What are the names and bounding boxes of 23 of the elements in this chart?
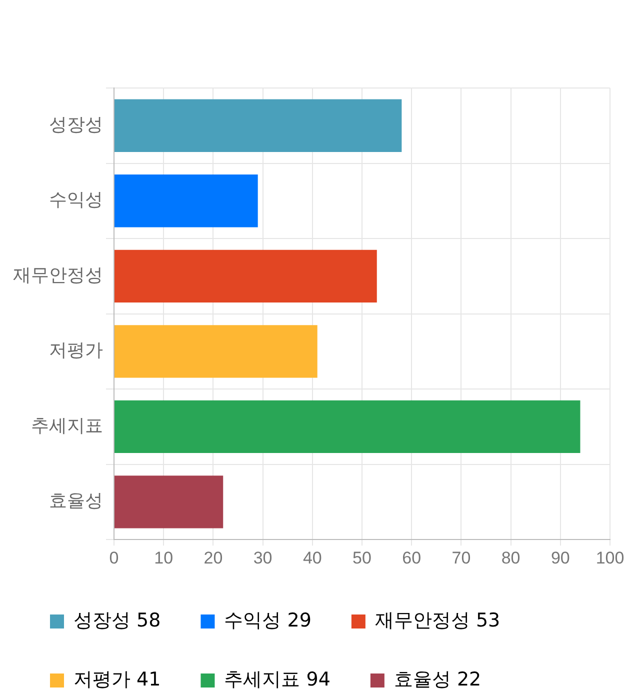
x-tick-label: 50: [352, 548, 372, 568]
y-tick-label: 재무안정성: [13, 264, 103, 286]
y-tick-label: 저평가: [49, 340, 103, 362]
x-tick-label: 90: [550, 548, 570, 568]
y-tick-label: 추세지표: [31, 415, 103, 436]
x-tick-label: 80: [501, 548, 520, 568]
legend-label: 재무안정성 53: [374, 609, 500, 632]
legend-label: 저평가 41: [74, 668, 161, 690]
x-tick-label: 100: [596, 548, 624, 568]
x-tick-label: 70: [452, 548, 471, 568]
x-tick-label: 10: [154, 548, 174, 568]
x-tick-label: 20: [204, 548, 223, 568]
x-tick-label: 40: [302, 548, 322, 568]
legend-label: 효율성 22: [394, 668, 482, 690]
y-tick-label: 수익성: [49, 190, 103, 211]
x-tick-label: 0: [109, 548, 119, 568]
x-tick-label: 30: [253, 548, 272, 568]
legend-label: 성장성 58: [74, 609, 161, 632]
legend-label: 추세지표 94: [224, 668, 330, 690]
x-tick-label: 60: [402, 548, 422, 568]
y-tick-label: 성장성: [49, 114, 103, 136]
legend-label: 수익성 29: [224, 609, 312, 632]
y-tick-label: 효율성: [49, 490, 103, 512]
